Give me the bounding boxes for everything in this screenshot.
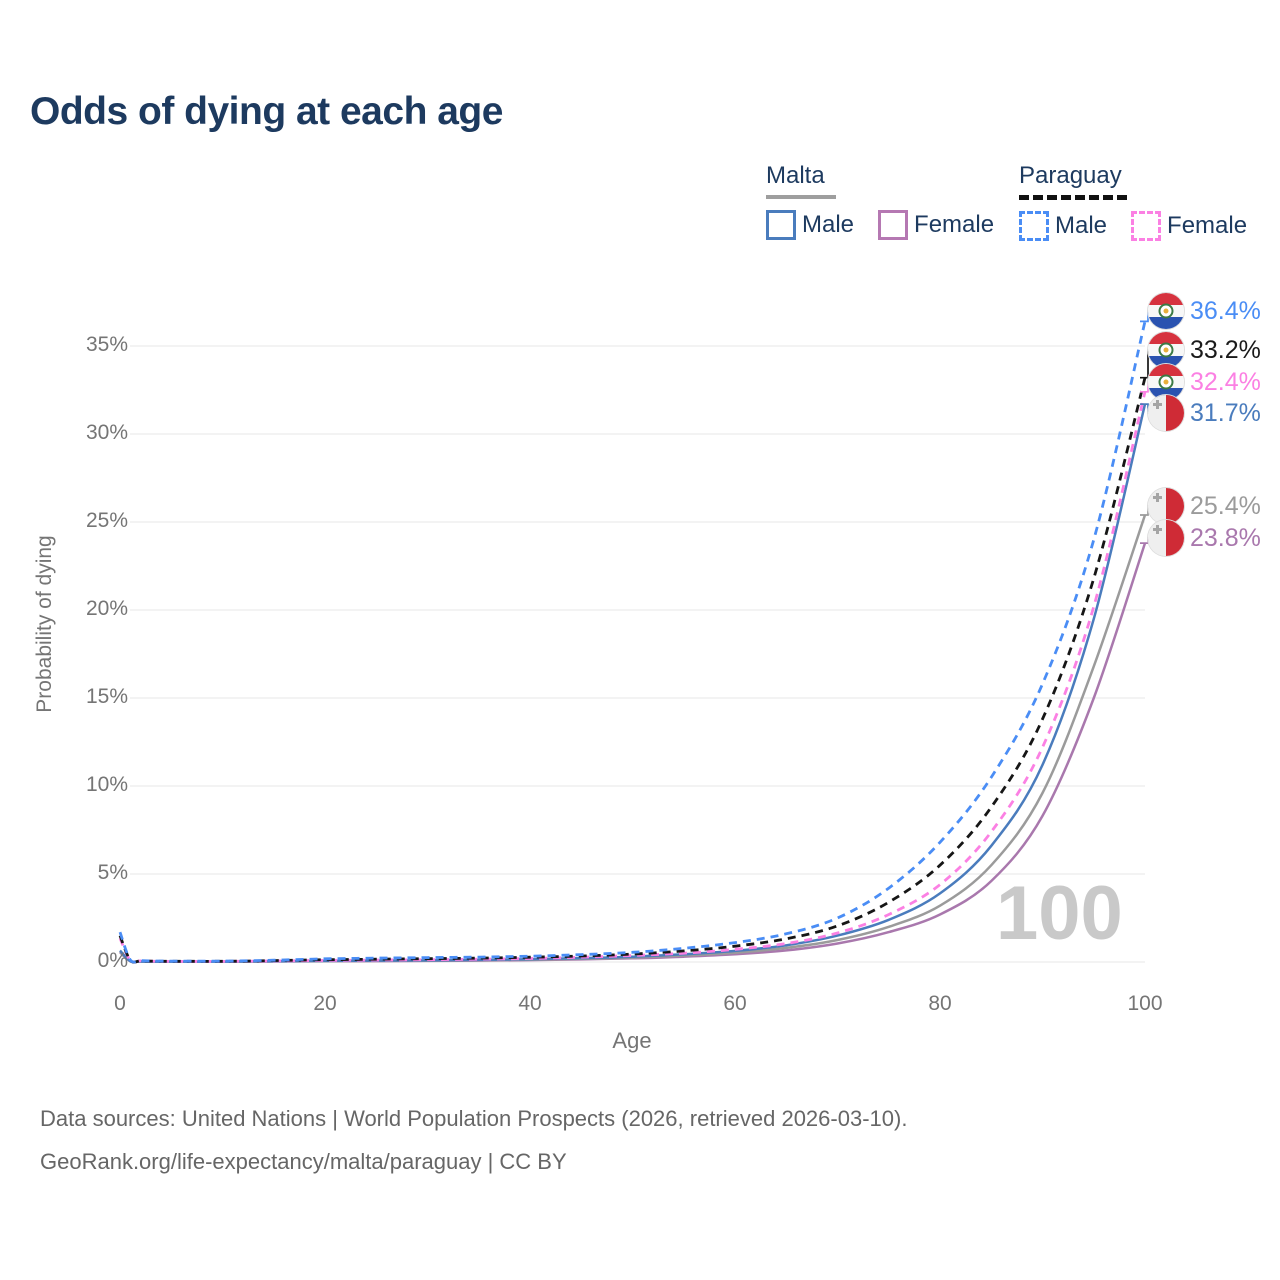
legend-country-malta[interactable]: Malta	[766, 162, 825, 189]
legend-item-malta-female[interactable]: Female	[878, 210, 994, 240]
end-label-malta-male: 31.7%	[1148, 394, 1261, 432]
legend-paraguay-linestyle-swatch	[1019, 195, 1127, 200]
footer: Data sources: United Nations | World Pop…	[40, 1106, 907, 1192]
end-label-malta-both-sexes: 25.4%	[1148, 487, 1261, 525]
series-line-malta-male[interactable]	[119, 403, 1147, 964]
legend-item-label: Female	[914, 211, 995, 238]
x-tick-label: 20	[313, 992, 337, 1015]
x-axis-title: Age	[612, 1028, 652, 1053]
page-title: Odds of dying at each age	[30, 90, 503, 133]
series-line-malta-both-sexes[interactable]	[119, 514, 1147, 964]
y-tick-label: 25%	[85, 509, 128, 532]
y-tick-label: 20%	[85, 597, 128, 620]
paraguay-flag-icon	[1148, 332, 1184, 368]
footer-data-sources: Data sources: United Nations | World Pop…	[40, 1106, 908, 1131]
legend-item-paraguay-male[interactable]: Male	[1019, 211, 1107, 241]
y-tick-label: 10%	[85, 773, 128, 796]
end-label-value: 31.7%	[1190, 398, 1261, 427]
paraguay-flag-icon	[1148, 364, 1184, 400]
legend-item-label: Male	[1055, 212, 1108, 239]
legend-group-malta: Malta Male Female	[766, 162, 1018, 240]
footer-attribution-link[interactable]: GeoRank.org/life-expectancy/malta/paragu…	[40, 1149, 567, 1174]
x-tick-label: 100	[1127, 992, 1163, 1015]
x-tick-label: 60	[723, 992, 747, 1015]
y-tick-label: 0%	[97, 949, 128, 972]
series-line-malta-female[interactable]	[119, 542, 1147, 964]
paraguay-male-swatch-icon	[1019, 211, 1049, 241]
series-line-paraguay-male[interactable]	[118, 321, 1147, 964]
end-label-paraguay-both-sexes: 33.2%	[1148, 331, 1261, 369]
end-label-malta-female: 23.8%	[1148, 519, 1261, 557]
legend-item-label: Female	[1167, 212, 1248, 239]
malta-flag-icon	[1148, 488, 1184, 524]
y-tick-label: 35%	[85, 333, 128, 356]
y-tick-label: 15%	[85, 685, 128, 708]
x-tick-label: 80	[928, 992, 952, 1015]
malta-male-swatch-icon	[766, 210, 796, 240]
malta-flag-icon	[1148, 520, 1184, 556]
legend-malta-linestyle-swatch	[766, 195, 836, 199]
paraguay-female-swatch-icon	[1131, 211, 1162, 241]
end-label-paraguay-male: 36.4%	[1148, 292, 1261, 330]
legend-group-paraguay: Paraguay Male Female	[1019, 162, 1271, 241]
plot-area[interactable]	[0, 0, 1280, 1080]
end-label-value: 23.8%	[1190, 523, 1261, 552]
end-label-value: 32.4%	[1190, 367, 1261, 396]
age-watermark: 100	[996, 871, 1123, 956]
malta-female-swatch-icon	[878, 210, 909, 240]
end-label-paraguay-female: 32.4%	[1148, 363, 1261, 401]
malta-flag-icon	[1148, 395, 1184, 431]
y-tick-label: 5%	[97, 861, 128, 884]
legend-item-paraguay-female[interactable]: Female	[1131, 211, 1247, 241]
x-tick-label: 0	[114, 992, 126, 1015]
end-label-value: 36.4%	[1190, 296, 1261, 325]
series-line-paraguay-both-sexes[interactable]	[118, 377, 1147, 964]
end-label-value: 25.4%	[1190, 491, 1261, 520]
end-label-value: 33.2%	[1190, 335, 1261, 364]
legend-country-paraguay[interactable]: Paraguay	[1019, 162, 1122, 189]
legend-item-label: Male	[802, 211, 855, 238]
legend-item-malta-male[interactable]: Male	[766, 210, 854, 240]
series-line-paraguay-female[interactable]	[118, 391, 1147, 964]
paraguay-flag-icon	[1148, 293, 1184, 329]
y-tick-label: 30%	[85, 421, 128, 444]
x-tick-label: 40	[518, 992, 542, 1015]
